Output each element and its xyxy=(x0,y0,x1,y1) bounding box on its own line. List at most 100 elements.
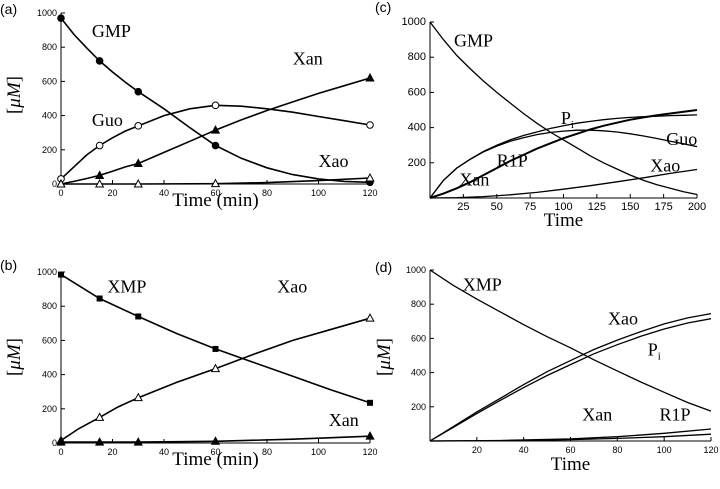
series-label-text: Xao xyxy=(319,151,349,171)
x-tick-label: 40 xyxy=(519,445,529,455)
data-point xyxy=(367,399,373,406)
series-label-text: XMP xyxy=(463,275,502,295)
series-label-subscript: i xyxy=(571,119,574,131)
x-tick-label: 80 xyxy=(612,445,622,455)
series-xan xyxy=(56,431,375,446)
series-label-text: GMP xyxy=(454,31,493,51)
data-point xyxy=(134,87,143,96)
series-label-text: Xan xyxy=(582,404,612,424)
series-xan-line xyxy=(429,109,698,199)
data-point xyxy=(94,178,105,188)
x-axis-label: Time xyxy=(551,454,590,475)
series-label: Xao xyxy=(319,151,349,171)
series-label: Pi xyxy=(648,340,661,363)
series-label: Guo xyxy=(92,110,123,130)
series-xao-line xyxy=(61,177,371,185)
series-label: XMP xyxy=(107,277,146,297)
panel-b: (b) 0 200 400 600 800 1000 0 20 40 60 80 100 120 Time … xyxy=(0,257,378,470)
series-label-text: Xan xyxy=(293,48,323,68)
x-tick-label: 100 xyxy=(554,201,572,213)
y-axis-label-unit: μM xyxy=(374,343,395,371)
series-guo-line xyxy=(60,104,371,180)
y-axis-label-open: [ xyxy=(374,370,395,376)
data-point xyxy=(133,158,143,167)
series-label: Xao xyxy=(650,156,680,176)
x-tick-label: 60 xyxy=(210,188,220,198)
x-tick-label: 80 xyxy=(262,447,272,457)
data-point xyxy=(365,313,375,322)
x-tick-label: 0 xyxy=(58,188,63,198)
y-tick-label: 600 xyxy=(42,335,57,345)
series-label: XMP xyxy=(463,275,502,295)
data-point xyxy=(210,363,221,373)
series-r1p xyxy=(429,129,698,199)
series-gmp xyxy=(57,14,374,187)
x-tick-label: 25 xyxy=(457,201,469,213)
x-tick-label: 125 xyxy=(588,201,606,213)
data-point xyxy=(365,72,375,82)
series-r1p-line xyxy=(429,129,698,199)
y-tick-label: 0 xyxy=(52,179,57,189)
series-label: Xan xyxy=(329,410,359,430)
series-xao xyxy=(56,313,375,444)
x-axis-label: Time xyxy=(544,210,583,231)
x-tick-label: 150 xyxy=(621,201,639,213)
series-label-text: R1P xyxy=(659,404,690,424)
data-point xyxy=(56,178,66,188)
x-tick-label: 100 xyxy=(311,188,326,198)
series-label: GMP xyxy=(454,31,493,51)
panel-label: (a) xyxy=(0,1,17,17)
y-tick-label: 1000 xyxy=(402,16,426,28)
series-label: Pi xyxy=(561,108,574,131)
series-gmp-line xyxy=(429,21,698,196)
y-tick-label: 200 xyxy=(42,404,57,414)
series-xan-line xyxy=(60,77,371,185)
series-label-text: Xao xyxy=(650,156,680,176)
y-tick-label: 1000 xyxy=(37,8,57,18)
x-axis-label: Time (min) xyxy=(172,190,258,211)
data-point xyxy=(58,271,64,278)
x-tick-label: 100 xyxy=(657,445,672,455)
series-label-text: Guo xyxy=(92,110,123,130)
y-tick-label: 400 xyxy=(411,368,426,378)
data-point xyxy=(94,412,105,421)
data-point xyxy=(366,121,374,129)
y-axis-label: [μM] xyxy=(4,76,25,114)
panel-label: (c) xyxy=(375,0,391,15)
x-tick-label: 20 xyxy=(472,445,482,455)
data-point xyxy=(94,170,105,179)
y-axis-label: [μM] xyxy=(374,338,395,376)
series-guo xyxy=(57,101,374,183)
y-tick-label: 600 xyxy=(411,333,426,343)
series-xan xyxy=(429,109,698,199)
data-point xyxy=(210,436,221,445)
series-label: R1P xyxy=(659,404,690,424)
data-point xyxy=(133,178,143,188)
data-point xyxy=(96,295,103,302)
x-tick-label: 20 xyxy=(107,447,117,457)
x-axis-label: Time (min) xyxy=(172,449,258,470)
y-tick-label: 1000 xyxy=(37,267,57,277)
data-point xyxy=(211,101,220,110)
data-point xyxy=(56,437,66,446)
series-pi xyxy=(429,318,712,442)
data-point xyxy=(365,172,375,182)
series-label-text: P xyxy=(648,340,658,360)
series-label-text: Xan xyxy=(459,170,489,190)
panel-label: (b) xyxy=(0,257,17,273)
x-tick-label: 0 xyxy=(58,447,63,457)
y-axis-label-open: [ xyxy=(4,108,25,114)
series-xao xyxy=(56,172,375,188)
data-point xyxy=(94,437,105,446)
x-tick-label: 80 xyxy=(262,188,272,198)
panel-a: (a) 0 200 400 600 800 1000 0 20 40 60 80 100 120 Time … xyxy=(0,1,378,211)
y-tick-label: 400 xyxy=(42,111,57,121)
panel-d: (d) 200 400 600 800 1000 20 40 60 80 100 120 Time [μM… xyxy=(374,259,719,475)
x-tick-label: 20 xyxy=(107,188,117,198)
y-axis-label: [μM] xyxy=(4,338,25,376)
y-axis-label-close: ] xyxy=(374,338,395,344)
x-tick-label: 75 xyxy=(524,201,536,213)
series-label-text: GMP xyxy=(92,21,131,41)
data-point xyxy=(210,178,221,188)
